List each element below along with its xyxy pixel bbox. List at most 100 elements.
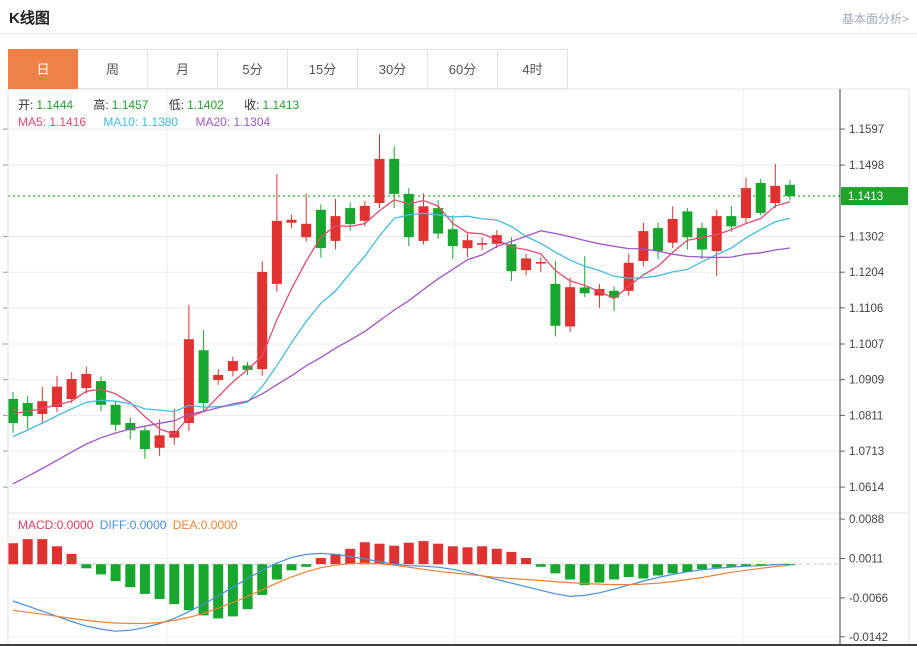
candle-body bbox=[198, 350, 209, 403]
tab-week[interactable]: 周 bbox=[78, 49, 148, 89]
macd-bar bbox=[257, 564, 268, 595]
price-axis-label: 1.1106 bbox=[849, 303, 883, 315]
diff-line bbox=[12, 552, 791, 632]
fundamental-analysis-link[interactable]: 基本面分析> bbox=[841, 12, 909, 26]
tab-5min[interactable]: 5分 bbox=[218, 49, 288, 89]
candle-body bbox=[8, 399, 18, 423]
macd-bar bbox=[682, 564, 693, 572]
macd-bar bbox=[755, 564, 766, 566]
macd-bar bbox=[609, 564, 620, 580]
tab-4hour[interactable]: 4时 bbox=[498, 49, 568, 89]
candle-body bbox=[521, 258, 532, 271]
candle-body bbox=[125, 423, 136, 431]
macd-bar bbox=[623, 564, 634, 577]
macd-bar bbox=[37, 539, 48, 565]
candle-body bbox=[609, 290, 620, 298]
macd-bar bbox=[330, 553, 341, 565]
macd-bar bbox=[198, 564, 209, 616]
candle-body bbox=[154, 435, 165, 448]
candle-body bbox=[579, 287, 590, 294]
macd-bar bbox=[66, 553, 77, 565]
candle-body bbox=[447, 229, 458, 246]
open-label: 开: bbox=[18, 98, 34, 112]
macd-bar bbox=[638, 564, 649, 579]
candle-body bbox=[52, 386, 62, 407]
macd-bar bbox=[506, 551, 517, 565]
low-value: 1.1402 bbox=[187, 98, 224, 112]
candle-body bbox=[594, 289, 605, 296]
macd-axis-label: 0.0011 bbox=[849, 554, 883, 566]
macd-bar bbox=[125, 564, 136, 588]
price-axis-label: 1.1204 bbox=[849, 267, 885, 279]
macd-axis-label: -0.0142 bbox=[849, 632, 888, 644]
macd-bar bbox=[8, 543, 18, 565]
macd-bar bbox=[242, 564, 253, 610]
macd-bar bbox=[477, 546, 488, 565]
open-value: 1.1444 bbox=[36, 98, 74, 112]
candle-body bbox=[741, 188, 751, 218]
high-value: 1.1457 bbox=[111, 98, 149, 112]
candle-body bbox=[301, 223, 312, 238]
macd-bar bbox=[433, 543, 444, 565]
price-axis-label: 1.1302 bbox=[849, 232, 884, 244]
tab-month[interactable]: 月 bbox=[148, 49, 218, 89]
candle-body bbox=[315, 209, 326, 249]
macd-axis-label: 0.0088 bbox=[849, 514, 884, 526]
period-tab-bar: 日 周 月 5分 15分 30分 60分 4时 bbox=[8, 49, 568, 89]
macd-bar bbox=[374, 543, 385, 565]
ma5-line bbox=[12, 199, 791, 435]
ma-legend: MA5: 1.1416 MA10: 1.1380 MA20: 1.1304 bbox=[18, 115, 284, 129]
macd-bar bbox=[579, 564, 590, 586]
candle-body bbox=[242, 365, 253, 370]
candle-body bbox=[359, 205, 370, 221]
candle-body bbox=[506, 244, 517, 272]
macd-bar bbox=[227, 564, 238, 617]
macd-bar bbox=[81, 564, 92, 569]
tab-day[interactable]: 日 bbox=[8, 49, 78, 89]
candle-body bbox=[96, 381, 106, 405]
tab-15min[interactable]: 15分 bbox=[288, 49, 358, 89]
ohlc-legend: 开: 1.1444 高: 1.1457 低: 1.1402 收: 1.1413 bbox=[18, 96, 316, 113]
candle-body bbox=[183, 339, 194, 423]
macd-bar bbox=[565, 564, 576, 580]
macd-bar bbox=[110, 564, 121, 582]
candle-body bbox=[623, 262, 634, 291]
candle-body bbox=[770, 185, 781, 203]
candle-body bbox=[330, 216, 341, 241]
price-axis-label: 1.0811 bbox=[849, 410, 883, 422]
candle-body bbox=[286, 219, 297, 223]
candle-body bbox=[755, 183, 766, 213]
price-axis-label: 1.0713 bbox=[849, 446, 884, 458]
candle-body bbox=[726, 216, 737, 227]
candle-body bbox=[477, 243, 488, 245]
price-axis-label: 1.1597 bbox=[849, 124, 884, 136]
macd-bar bbox=[389, 545, 400, 565]
tab-30min[interactable]: 30分 bbox=[358, 49, 428, 89]
candle-body bbox=[653, 228, 663, 251]
macd-bar bbox=[491, 548, 502, 565]
macd-bar bbox=[183, 564, 194, 611]
macd-bar bbox=[154, 564, 165, 599]
macd-bar bbox=[667, 564, 678, 574]
candle-body bbox=[66, 379, 77, 399]
macd-bar bbox=[359, 542, 370, 565]
title-divider bbox=[0, 33, 917, 34]
candle-body bbox=[535, 262, 546, 264]
macd-bar bbox=[594, 564, 605, 583]
low-label: 低: bbox=[168, 98, 185, 112]
candle-body bbox=[418, 206, 429, 241]
tab-60min[interactable]: 60分 bbox=[428, 49, 498, 89]
macd-bar bbox=[741, 564, 751, 567]
macd-bar bbox=[22, 539, 33, 565]
high-label: 高: bbox=[93, 98, 109, 112]
macd-axis-label: -0.0066 bbox=[849, 593, 888, 605]
macd-bar bbox=[697, 564, 707, 570]
candle-body bbox=[550, 283, 561, 326]
macd-bar bbox=[550, 564, 561, 574]
macd-bar bbox=[403, 542, 414, 565]
macd-legend: MACD:0.0000 DIFF:0.0000 DEA:0.0000 bbox=[18, 518, 240, 532]
price-axis-label: 1.0614 bbox=[849, 482, 885, 494]
candle-body bbox=[389, 158, 400, 194]
